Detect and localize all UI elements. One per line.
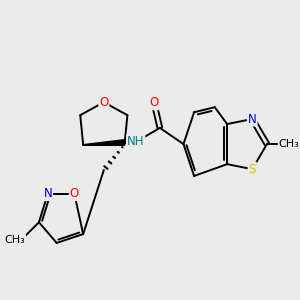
Text: O: O	[99, 96, 109, 109]
Text: CH₃: CH₃	[279, 139, 299, 149]
Text: CH₃: CH₃	[4, 235, 25, 245]
Polygon shape	[83, 138, 140, 145]
Text: N: N	[44, 187, 52, 200]
Text: O: O	[70, 187, 79, 200]
Text: NH: NH	[127, 135, 144, 148]
Text: N: N	[248, 112, 256, 125]
Text: S: S	[248, 163, 256, 176]
Text: O: O	[149, 96, 159, 109]
